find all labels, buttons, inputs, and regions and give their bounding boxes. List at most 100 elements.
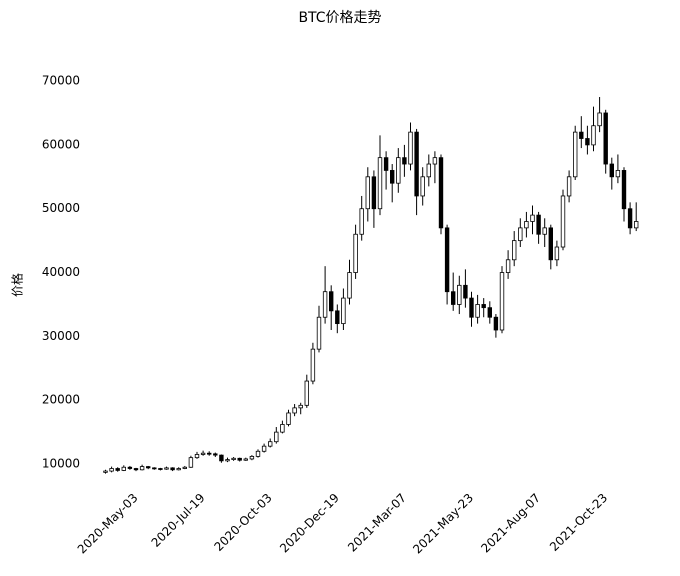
candle-body (420, 176, 425, 197)
x-tick-label: 2021-May-23 (410, 491, 476, 557)
candle-body (548, 227, 553, 261)
candle-body (328, 291, 334, 312)
candle-body (615, 170, 621, 178)
candle-body (115, 468, 120, 471)
candle-body (304, 380, 309, 406)
x-tick-label: 2021-Oct-23 (547, 491, 610, 554)
candle-body (121, 466, 126, 471)
y-tick-label: 20000 (42, 393, 80, 407)
candle-body (627, 208, 633, 229)
candle-body (335, 310, 340, 325)
candle-body (444, 227, 450, 293)
candle-body (353, 233, 358, 273)
candle-body (347, 272, 352, 299)
candle-body (365, 176, 370, 210)
candle-body (524, 221, 529, 229)
y-tick-label: 30000 (42, 329, 80, 343)
candle-body (322, 291, 328, 318)
y-tick-label: 50000 (42, 201, 80, 215)
candle-body (475, 304, 480, 318)
candle-body (237, 457, 242, 461)
candle-body (158, 468, 163, 470)
candle-body (225, 459, 230, 462)
candle-body (164, 467, 169, 470)
candle-body (188, 457, 194, 468)
x-tick-label: 2021-Aug-07 (478, 491, 543, 556)
candle-body (133, 468, 139, 471)
candle-body (499, 272, 505, 331)
candle-body (383, 157, 389, 171)
candle-body (377, 157, 383, 210)
x-tick-label: 2020-May-03 (75, 491, 141, 557)
candle-body (274, 431, 279, 443)
candle-body (261, 445, 267, 452)
candle-body (243, 458, 248, 461)
candle-body (463, 284, 468, 299)
candle-body (109, 468, 114, 472)
candle-body (579, 131, 584, 139)
candle-body (591, 125, 596, 146)
candle-body (341, 297, 346, 325)
candle-body (152, 467, 157, 470)
candle-body (170, 467, 175, 471)
candle-body (176, 468, 181, 471)
candle-body (182, 466, 187, 469)
candle-body (621, 170, 627, 210)
candle-body (231, 457, 236, 460)
candle-body (249, 455, 255, 460)
candle-body (316, 316, 322, 350)
x-tick-label: 2020-Oct-03 (211, 491, 274, 554)
candle-body (206, 452, 212, 455)
y-tick-label: 70000 (42, 74, 80, 88)
x-tick-label: 2021-Mar-07 (345, 491, 409, 555)
candle-body (396, 157, 401, 184)
candle-body (310, 348, 316, 382)
candle-body (213, 453, 218, 456)
candle-body (103, 470, 108, 473)
candle-body (597, 112, 602, 127)
candle-body (554, 246, 560, 261)
candle-body (438, 157, 444, 229)
candle-body (585, 138, 590, 146)
candle-body (292, 407, 297, 414)
y-tick-label: 60000 (42, 137, 80, 151)
candle-body (603, 112, 608, 165)
candle-body (542, 227, 547, 235)
candle-body (139, 466, 145, 471)
candle-body (505, 259, 511, 273)
candle-body (145, 466, 151, 469)
candle-body (634, 221, 639, 229)
y-axis-label: 价格 (10, 273, 25, 297)
y-tick-label: 10000 (42, 457, 80, 471)
candle-body (530, 214, 535, 222)
chart-title: BTC价格走势 (298, 10, 381, 26)
candle-body (408, 131, 413, 165)
candle-body (194, 454, 200, 459)
candle-body (389, 170, 395, 184)
candle-body (481, 304, 486, 309)
candle-body (487, 307, 492, 318)
candle-body (536, 214, 541, 235)
candle-body (573, 131, 578, 178)
x-tick-label: 2020-Jul-19 (149, 491, 208, 550)
candle-body (457, 284, 462, 305)
x-tick-label: 2020-Dec-19 (277, 491, 342, 556)
candle-body (609, 163, 614, 178)
candle-body (493, 316, 499, 331)
candle-body (219, 454, 224, 462)
candle-body (560, 195, 566, 248)
candle-body (566, 176, 572, 197)
candle-body (359, 208, 364, 235)
candle-body (267, 441, 273, 447)
candle-body (280, 424, 285, 433)
candle-body (432, 157, 438, 165)
candle-body (426, 163, 431, 178)
y-tick-label: 40000 (42, 265, 80, 279)
candle-body (402, 157, 407, 165)
candle-body (371, 176, 377, 210)
candle-body (127, 466, 133, 469)
candle-body (286, 412, 291, 425)
candle-body (200, 452, 206, 455)
candle-body (298, 404, 303, 409)
